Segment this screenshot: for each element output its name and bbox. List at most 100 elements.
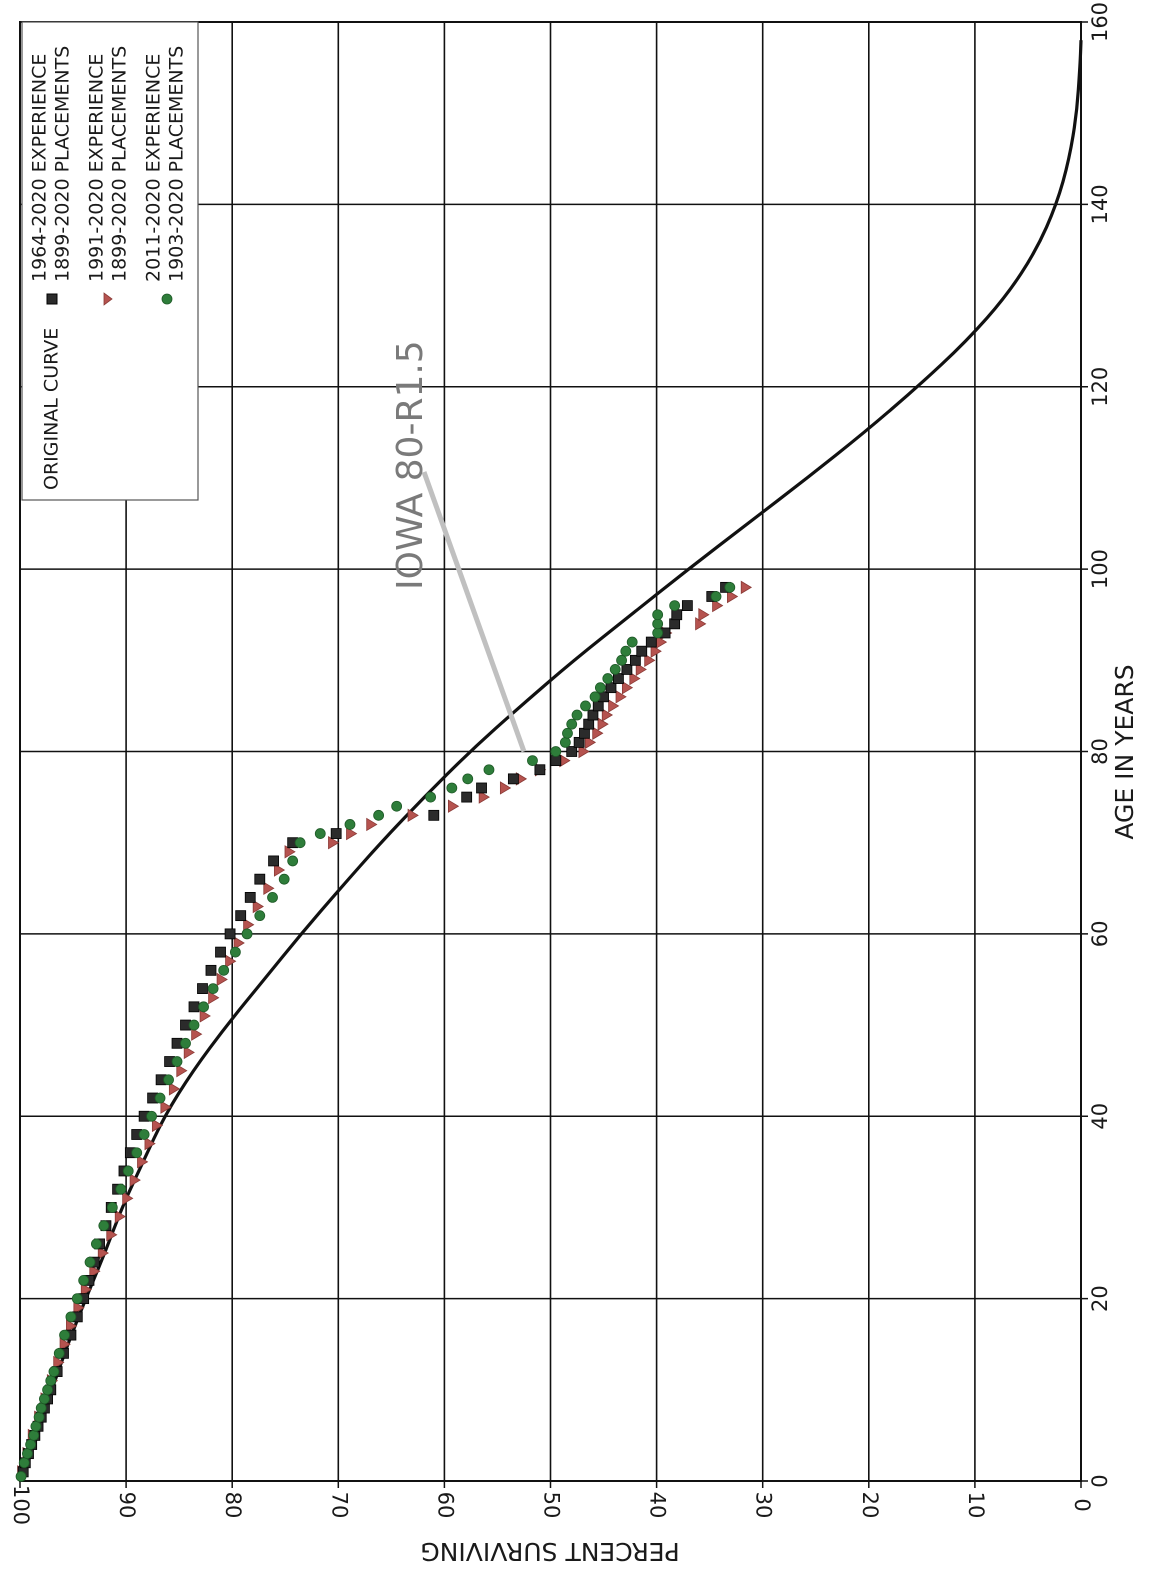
point-circle: [609, 664, 621, 675]
y-tick-label-90: 90: [115, 1492, 139, 1519]
point-triangle: [144, 1136, 156, 1151]
point-square: [224, 928, 236, 940]
point-square: [645, 636, 657, 648]
point-circle: [562, 727, 573, 739]
point-triangle: [407, 808, 419, 823]
point-circle: [483, 764, 495, 776]
point-circle: [254, 910, 266, 922]
point-triangle: [114, 1209, 127, 1224]
point-circle: [180, 1037, 191, 1049]
point-circle: [115, 1183, 127, 1195]
point-square: [507, 773, 519, 785]
point-square: [587, 709, 599, 721]
point-square: [534, 764, 546, 776]
point-circle: [652, 618, 664, 630]
point-triangle: [328, 835, 340, 850]
legend-entry-1899-2020-placements-a: 1899-2020 PLACEMENTS: [52, 46, 74, 282]
point-circle: [146, 1110, 157, 1122]
point-square: [579, 727, 590, 739]
point-square: [188, 1001, 200, 1013]
point-circle: [45, 1375, 57, 1387]
y-axis-label: PERCENT SURVIVING: [420, 1537, 679, 1566]
point-triangle: [53, 1355, 65, 1370]
y-tick-label-40: 40: [646, 1492, 670, 1519]
point-triangle: [695, 617, 707, 631]
point-square: [566, 746, 578, 757]
point-square: [268, 855, 279, 867]
point-circle: [669, 600, 681, 611]
point-circle: [527, 755, 538, 767]
x-tick-label-120: 120: [1088, 367, 1112, 407]
point-circle: [602, 673, 614, 684]
point-square: [215, 946, 226, 958]
point-circle: [620, 645, 632, 657]
point-triangle: [208, 990, 220, 1005]
legend-box: [21, 21, 199, 501]
point-circle: [446, 782, 458, 794]
point-square: [636, 645, 648, 657]
point-triangle: [176, 1063, 188, 1078]
point-triangle: [629, 671, 641, 686]
x-tick-label-160: 160: [1088, 2, 1112, 42]
point-circle: [122, 1165, 134, 1177]
point-circle: [48, 1366, 60, 1377]
y-tick-label-100: 100: [9, 1485, 33, 1525]
point-circle: [53, 1347, 65, 1359]
point-circle: [710, 591, 722, 602]
point-square: [244, 892, 256, 903]
legend-entry-2011-2020-experience: 2011-2020 EXPERIENCE: [143, 54, 165, 282]
point-circle: [18, 1457, 30, 1469]
point-triangle: [727, 589, 739, 604]
point-circle: [550, 746, 562, 757]
point-triangle: [160, 1100, 172, 1114]
point-circle: [566, 718, 578, 730]
point-square: [476, 782, 487, 794]
point-triangle: [712, 598, 724, 613]
point-triangle: [199, 1009, 211, 1023]
point-triangle: [284, 845, 296, 859]
point-circle: [15, 1471, 27, 1482]
y-axis-ticks: 0 10 20 30 40 50 60 70 80 90 100: [9, 1481, 1094, 1525]
legend-marker-square: [46, 293, 58, 305]
point-circle: [373, 809, 385, 821]
point-circle: [98, 1220, 110, 1232]
data-points: [15, 580, 753, 1482]
point-square: [235, 910, 247, 922]
point-circle: [626, 636, 638, 648]
point-circle: [571, 709, 583, 721]
point-circle: [106, 1202, 118, 1213]
point-triangle: [80, 1282, 93, 1297]
point-circle: [314, 828, 326, 839]
point-circle: [39, 1393, 50, 1405]
point-circle: [90, 1238, 102, 1250]
legend-marker-triangle: [103, 292, 113, 306]
point-triangle: [73, 1301, 85, 1315]
point-triangle: [191, 1027, 203, 1041]
point-circle: [198, 1001, 209, 1013]
point-circle: [287, 855, 299, 867]
y-tick-label-50: 50: [540, 1492, 564, 1519]
point-triangle: [621, 680, 634, 695]
point-square: [605, 682, 617, 694]
point-circle: [84, 1256, 96, 1268]
point-triangle: [151, 1118, 164, 1133]
y-tick-label-10: 10: [964, 1492, 988, 1519]
point-square: [681, 600, 693, 611]
legend-marker-circle: [161, 293, 173, 305]
x-tick-label-100: 100: [1088, 549, 1112, 589]
point-square: [671, 609, 683, 621]
point-circle: [138, 1129, 150, 1140]
point-square: [330, 828, 342, 839]
legend-entry-1903-2020-placements: 1903-2020 PLACEMENTS: [166, 46, 188, 282]
point-circle: [22, 1448, 33, 1460]
point-circle: [78, 1274, 90, 1286]
point-triangle: [263, 881, 275, 895]
point-triangle: [233, 936, 245, 950]
legend-entry-1964-2020-experience: 1964-2020 EXPERIENCE: [29, 54, 51, 282]
point-square: [583, 718, 595, 730]
point-triangle: [366, 817, 378, 832]
point-triangle: [183, 1045, 195, 1060]
point-square: [461, 791, 473, 803]
point-triangle: [447, 799, 460, 813]
legend: ORIGINAL CURVE 1964-2020 EXPERIENCE 1899…: [21, 21, 199, 501]
